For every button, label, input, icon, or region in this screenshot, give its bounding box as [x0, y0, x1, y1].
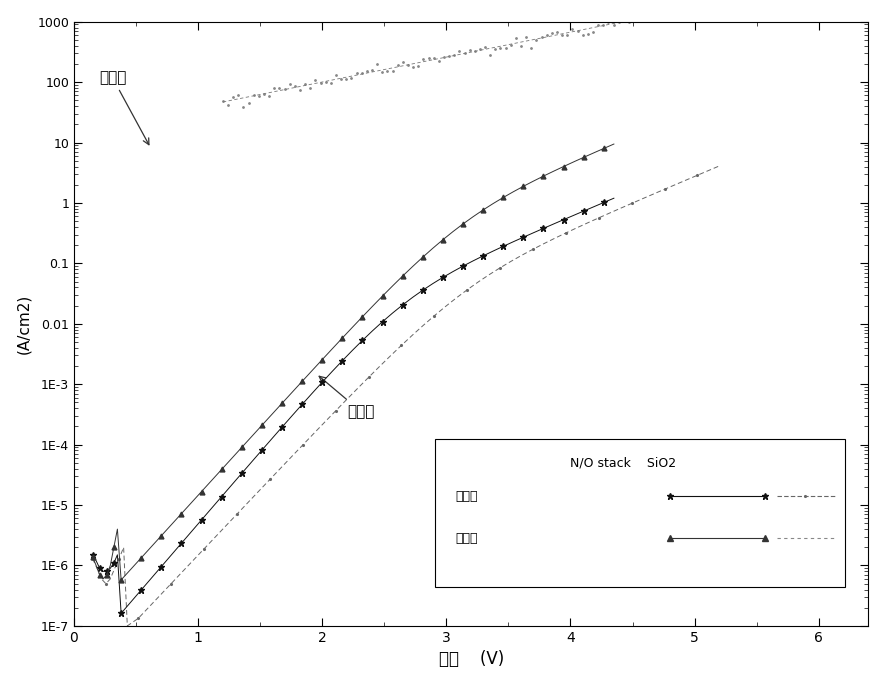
Text: 击穿后: 击穿后	[455, 532, 478, 545]
Y-axis label: (A/cm2): (A/cm2)	[17, 294, 32, 354]
Text: N/O stack    SiO2: N/O stack SiO2	[571, 457, 676, 470]
FancyBboxPatch shape	[435, 438, 844, 586]
Text: 击穿前: 击穿前	[455, 490, 478, 503]
Text: 击穿后: 击穿后	[99, 70, 149, 145]
X-axis label: 电压    (V): 电压 (V)	[439, 650, 504, 669]
Text: 击穿前: 击穿前	[319, 376, 374, 419]
